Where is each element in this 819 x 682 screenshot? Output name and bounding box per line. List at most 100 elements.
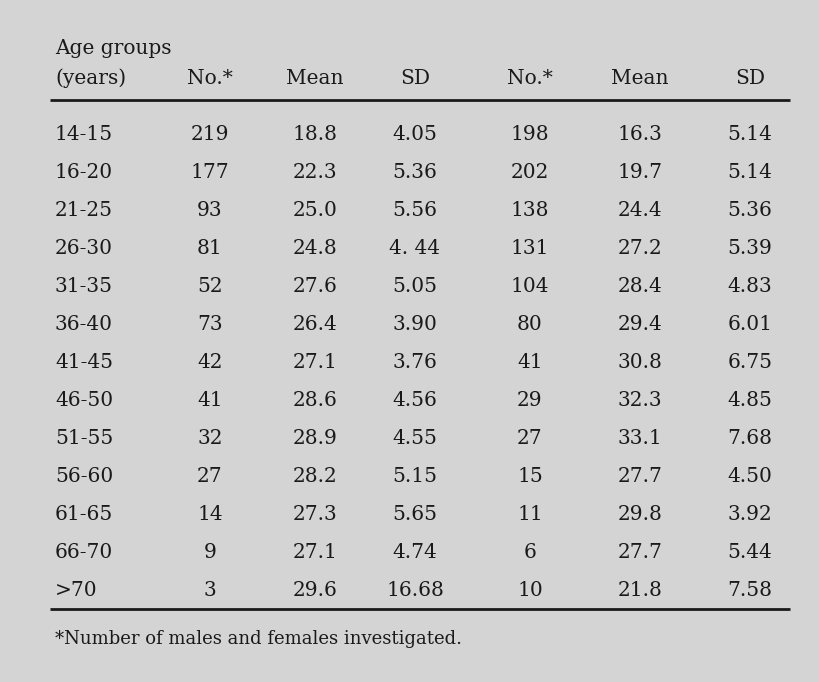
Text: 30.8: 30.8 (617, 353, 662, 372)
Text: 5.36: 5.36 (726, 201, 771, 220)
Text: 29: 29 (517, 391, 542, 411)
Text: 22.3: 22.3 (292, 164, 337, 183)
Text: 10: 10 (517, 582, 542, 600)
Text: 16-20: 16-20 (55, 164, 113, 183)
Text: 3.92: 3.92 (726, 505, 771, 524)
Text: 27.1: 27.1 (292, 353, 337, 372)
Text: 104: 104 (510, 278, 549, 297)
Text: 198: 198 (510, 125, 549, 145)
Text: 61-65: 61-65 (55, 505, 113, 524)
Text: 16.3: 16.3 (617, 125, 662, 145)
Text: 4. 44: 4. 44 (389, 239, 440, 258)
Text: 6.75: 6.75 (726, 353, 771, 372)
Text: 46-50: 46-50 (55, 391, 113, 411)
Text: 33.1: 33.1 (617, 430, 662, 449)
Text: 5.05: 5.05 (392, 278, 437, 297)
Text: 131: 131 (510, 239, 549, 258)
Text: 7.68: 7.68 (726, 430, 771, 449)
Text: 21.8: 21.8 (617, 582, 662, 600)
Text: 9: 9 (203, 544, 216, 563)
Text: 5.44: 5.44 (726, 544, 771, 563)
Text: 81: 81 (197, 239, 223, 258)
Text: 27.3: 27.3 (292, 505, 337, 524)
Text: 28.2: 28.2 (292, 467, 337, 486)
Text: 27.7: 27.7 (617, 544, 662, 563)
Text: 16.68: 16.68 (386, 582, 443, 600)
Text: 41: 41 (517, 353, 542, 372)
Text: >70: >70 (55, 582, 97, 600)
Text: 7.58: 7.58 (726, 582, 771, 600)
Text: 19.7: 19.7 (617, 164, 662, 183)
Text: No.*: No.* (187, 68, 233, 87)
Text: 29.6: 29.6 (292, 582, 337, 600)
Text: 24.4: 24.4 (617, 201, 662, 220)
Text: 36-40: 36-40 (55, 316, 113, 334)
Text: 41: 41 (197, 391, 223, 411)
Text: SD: SD (400, 68, 429, 87)
Text: 27.1: 27.1 (292, 544, 337, 563)
Text: 4.56: 4.56 (392, 391, 437, 411)
Text: 3: 3 (203, 582, 216, 600)
Text: No.*: No.* (506, 68, 552, 87)
Text: 18.8: 18.8 (292, 125, 337, 145)
Text: 3.76: 3.76 (392, 353, 437, 372)
Text: 219: 219 (191, 125, 229, 145)
Text: 177: 177 (191, 164, 229, 183)
Text: 56-60: 56-60 (55, 467, 113, 486)
Text: (years): (years) (55, 68, 126, 88)
Text: 4.50: 4.50 (726, 467, 771, 486)
Text: 5.56: 5.56 (392, 201, 437, 220)
Text: 24.8: 24.8 (292, 239, 337, 258)
Text: 28.9: 28.9 (292, 430, 337, 449)
Text: 27: 27 (517, 430, 542, 449)
Text: 41-45: 41-45 (55, 353, 113, 372)
Text: 138: 138 (510, 201, 549, 220)
Text: 3.90: 3.90 (392, 316, 437, 334)
Text: Mean: Mean (610, 68, 668, 87)
Text: 29.4: 29.4 (617, 316, 662, 334)
Text: 5.36: 5.36 (392, 164, 437, 183)
Text: 4.55: 4.55 (392, 430, 437, 449)
Text: 26.4: 26.4 (292, 316, 337, 334)
Text: 27.2: 27.2 (617, 239, 662, 258)
Text: *Number of males and females investigated.: *Number of males and females investigate… (55, 630, 461, 648)
Text: 11: 11 (517, 505, 542, 524)
Text: 6.01: 6.01 (726, 316, 771, 334)
Text: Age groups: Age groups (55, 38, 171, 57)
Text: 14: 14 (197, 505, 223, 524)
Text: 93: 93 (197, 201, 223, 220)
Text: 15: 15 (517, 467, 542, 486)
Text: 4.85: 4.85 (726, 391, 771, 411)
Text: 42: 42 (197, 353, 223, 372)
Text: 32.3: 32.3 (617, 391, 662, 411)
Text: 51-55: 51-55 (55, 430, 113, 449)
Text: 27.6: 27.6 (292, 278, 337, 297)
Text: Mean: Mean (286, 68, 343, 87)
Text: SD: SD (734, 68, 764, 87)
Text: 66-70: 66-70 (55, 544, 113, 563)
Text: 4.05: 4.05 (392, 125, 437, 145)
Text: 28.4: 28.4 (617, 278, 662, 297)
Text: 202: 202 (510, 164, 549, 183)
Text: 14-15: 14-15 (55, 125, 113, 145)
Text: 80: 80 (517, 316, 542, 334)
Text: 21-25: 21-25 (55, 201, 113, 220)
Text: 5.39: 5.39 (726, 239, 771, 258)
Text: 6: 6 (523, 544, 536, 563)
Text: 26-30: 26-30 (55, 239, 113, 258)
Text: 5.14: 5.14 (726, 164, 771, 183)
Text: 5.14: 5.14 (726, 125, 771, 145)
Text: 27.7: 27.7 (617, 467, 662, 486)
Text: 32: 32 (197, 430, 223, 449)
Text: 29.8: 29.8 (617, 505, 662, 524)
Text: 25.0: 25.0 (292, 201, 337, 220)
Text: 28.6: 28.6 (292, 391, 337, 411)
Text: 73: 73 (197, 316, 223, 334)
Text: 52: 52 (197, 278, 223, 297)
Text: 5.15: 5.15 (392, 467, 437, 486)
Text: 5.65: 5.65 (392, 505, 437, 524)
Text: 31-35: 31-35 (55, 278, 113, 297)
Text: 4.83: 4.83 (726, 278, 771, 297)
Text: 4.74: 4.74 (392, 544, 437, 563)
Text: 27: 27 (197, 467, 223, 486)
